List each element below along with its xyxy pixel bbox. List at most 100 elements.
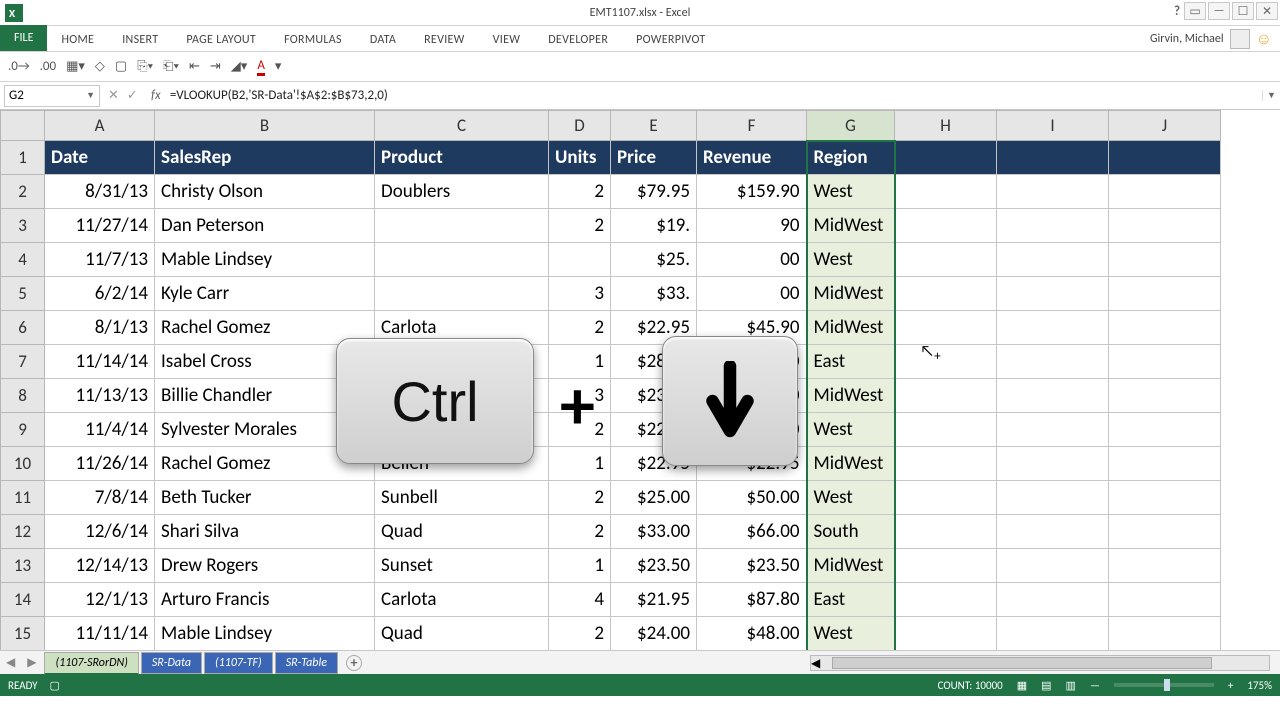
cell-B15[interactable]: Mable Lindsey (155, 617, 375, 651)
cell-E2[interactable]: $79.95 (611, 175, 697, 209)
cell-D4[interactable] (549, 243, 611, 277)
cell-A12[interactable]: 12/6/14 (45, 515, 155, 549)
user-name[interactable]: Girvin, Michael (1150, 32, 1224, 46)
cell-D5[interactable]: 3 (549, 277, 611, 311)
cell-C15[interactable]: Quad (375, 617, 549, 651)
help-icon[interactable]: ? (1174, 4, 1180, 19)
cell-G12[interactable]: South (807, 515, 895, 549)
cell-D3[interactable]: 2 (549, 209, 611, 243)
row-header-10[interactable]: 10 (1, 447, 45, 481)
cell-A9[interactable]: 11/4/14 (45, 413, 155, 447)
tab-view[interactable]: VIEW (479, 29, 535, 51)
cell-F4[interactable]: 00 (697, 243, 807, 277)
view-layout-icon[interactable]: ▤ (1041, 679, 1051, 692)
cell-E15[interactable]: $24.00 (611, 617, 697, 651)
cell-A15[interactable]: 11/11/14 (45, 617, 155, 651)
name-box[interactable]: G2 ▼ (4, 85, 100, 107)
cell-F15[interactable]: $48.00 (697, 617, 807, 651)
sheet-tab[interactable]: (1107-TF) (204, 652, 273, 674)
cell-G2[interactable]: West (807, 175, 895, 209)
tab-powerpivot[interactable]: POWERPIVOT (622, 29, 719, 51)
cell-G9[interactable]: West (807, 413, 895, 447)
indent-decrease-icon[interactable]: ⇤ (189, 59, 200, 74)
header-cell[interactable]: Date (45, 141, 155, 175)
minimize-icon[interactable]: — (1208, 2, 1230, 20)
row-header-14[interactable]: 14 (1, 583, 45, 617)
col-header-J[interactable]: J (1109, 111, 1221, 141)
cell-F2[interactable]: $159.90 (697, 175, 807, 209)
fx-icon[interactable]: fx (146, 88, 166, 103)
col-header-E[interactable]: E (611, 111, 697, 141)
cell-A11[interactable]: 7/8/14 (45, 481, 155, 515)
cell-C14[interactable]: Carlota (375, 583, 549, 617)
tab-review[interactable]: REVIEW (410, 29, 479, 51)
worksheet[interactable]: ABCDEFGHIJ1DateSalesRepProductUnitsPrice… (0, 110, 1280, 650)
cell-D13[interactable]: 1 (549, 549, 611, 583)
cell-D14[interactable]: 4 (549, 583, 611, 617)
chevron-down-icon[interactable]: ▼ (86, 90, 95, 101)
row-header-5[interactable]: 5 (1, 277, 45, 311)
cell-D2[interactable]: 2 (549, 175, 611, 209)
col-header-C[interactable]: C (375, 111, 549, 141)
filter-icon[interactable]: ◇ (95, 59, 105, 74)
cell-B4[interactable]: Mable Lindsey (155, 243, 375, 277)
row-header-8[interactable]: 8 (1, 379, 45, 413)
cell-D11[interactable]: 2 (549, 481, 611, 515)
cell-B2[interactable]: Christy Olson (155, 175, 375, 209)
macro-record-icon[interactable]: ▢ (50, 679, 60, 692)
decimal-increase-icon[interactable]: .0→ (8, 59, 30, 74)
header-cell[interactable]: Price (611, 141, 697, 175)
insert-icon[interactable]: ⎘▾ (137, 59, 153, 74)
horizontal-scrollbar[interactable]: ◀ (810, 655, 1270, 671)
cell-C12[interactable]: Quad (375, 515, 549, 549)
cell-A7[interactable]: 11/14/14 (45, 345, 155, 379)
col-header-I[interactable]: I (997, 111, 1109, 141)
cell-D12[interactable]: 2 (549, 515, 611, 549)
cell-D10[interactable]: 1 (549, 447, 611, 481)
row-header-7[interactable]: 7 (1, 345, 45, 379)
tab-data[interactable]: DATA (356, 29, 410, 51)
more-icon[interactable]: ▾ (275, 59, 282, 74)
cell-G3[interactable]: MidWest (807, 209, 895, 243)
cell-F12[interactable]: $66.00 (697, 515, 807, 549)
cell-B3[interactable]: Dan Peterson (155, 209, 375, 243)
cell-G15[interactable]: West (807, 617, 895, 651)
cell-C3[interactable] (375, 209, 549, 243)
row-header-15[interactable]: 15 (1, 617, 45, 651)
cell-E5[interactable]: $33. (611, 277, 697, 311)
cell-A2[interactable]: 8/31/13 (45, 175, 155, 209)
cell-D6[interactable]: 2 (549, 311, 611, 345)
cell-A8[interactable]: 11/13/13 (45, 379, 155, 413)
cell-G8[interactable]: MidWest (807, 379, 895, 413)
cell-G6[interactable]: MidWest (807, 311, 895, 345)
header-cell[interactable]: Region (807, 141, 895, 175)
header-cell[interactable]: Revenue (697, 141, 807, 175)
col-header-D[interactable]: D (549, 111, 611, 141)
format-icon[interactable]: ▦▾ (66, 59, 85, 74)
cell-G7[interactable]: East (807, 345, 895, 379)
row-header-3[interactable]: 3 (1, 209, 45, 243)
cell-C4[interactable] (375, 243, 549, 277)
ribbon-display-icon[interactable]: ▭ (1184, 2, 1206, 20)
cell-C11[interactable]: Sunbell (375, 481, 549, 515)
cell-G11[interactable]: West (807, 481, 895, 515)
cell-G5[interactable]: MidWest (807, 277, 895, 311)
cell-F14[interactable]: $87.80 (697, 583, 807, 617)
view-pagebreak-icon[interactable]: ▥ (1066, 679, 1076, 692)
tab-nav-prev-icon[interactable]: ◀ (0, 655, 21, 670)
avatar-icon[interactable] (1230, 29, 1250, 49)
col-header-B[interactable]: B (155, 111, 375, 141)
header-cell[interactable]: Product (375, 141, 549, 175)
row-header-1[interactable]: 1 (1, 141, 45, 175)
formula-input[interactable]: =VLOOKUP(B2,'SR-Data'!$A$2:$B$73,2,0) (166, 88, 1262, 103)
cell-F11[interactable]: $50.00 (697, 481, 807, 515)
row-header-12[interactable]: 12 (1, 515, 45, 549)
col-header-F[interactable]: F (697, 111, 807, 141)
zoom-level[interactable]: 175% (1247, 679, 1272, 692)
indent-increase-icon[interactable]: ⇥ (210, 59, 221, 74)
cell-C13[interactable]: Sunset (375, 549, 549, 583)
cell-G14[interactable]: East (807, 583, 895, 617)
cell-A10[interactable]: 11/26/14 (45, 447, 155, 481)
cell-G10[interactable]: MidWest (807, 447, 895, 481)
sheet-tab[interactable]: SR-Data (141, 652, 202, 674)
